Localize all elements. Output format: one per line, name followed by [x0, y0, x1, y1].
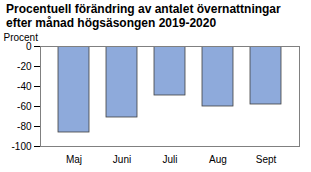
- svg-text:Juni: Juni: [113, 154, 131, 165]
- svg-text:-20: -20: [17, 61, 32, 72]
- svg-text:-80: -80: [17, 121, 32, 132]
- html-text:Procentuell förändring av anta: Procentuell förändring av antalet överna…: [6, 2, 281, 30]
- svg-text:Procent: Procent: [4, 32, 39, 43]
- svg-text:-60: -60: [17, 101, 32, 112]
- svg-text:Juli: Juli: [162, 154, 177, 165]
- svg-text:Maj: Maj: [66, 154, 82, 165]
- svg-text:-100: -100: [11, 141, 31, 152]
- svg-text:Sept: Sept: [256, 154, 277, 165]
- svg-text:0: 0: [25, 40, 32, 52]
- svg-text:Aug: Aug: [209, 154, 227, 165]
- svg-text:-40: -40: [17, 81, 32, 92]
